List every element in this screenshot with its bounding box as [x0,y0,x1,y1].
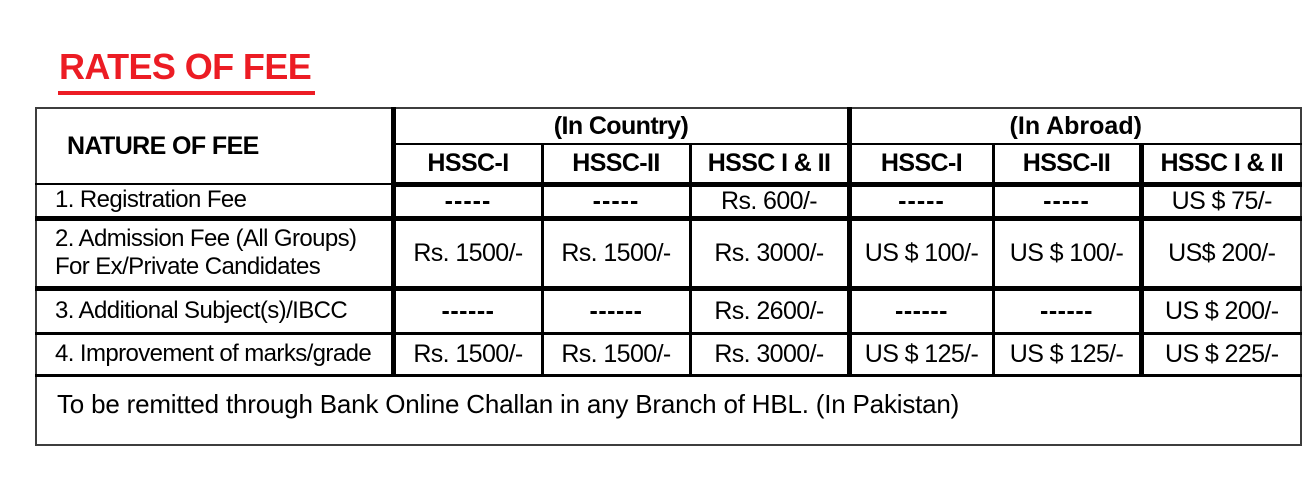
fee-value-cell: ------ [849,288,995,335]
fee-value-cell: US $ 100/- [849,218,995,291]
row-label-line-1: 2. Admission Fee (All Groups) [55,224,357,252]
nature-of-fee-header: NATURE OF FEE [36,108,396,185]
fee-value-cell: Rs. 1500/- [542,333,692,377]
remittance-note: To be remitted through Bank Online Chall… [57,388,960,419]
table-header-group-row: NATURE OF FEE (In Country) (In Abroad) [36,108,1301,185]
fee-value-cell: US $ 125/- [993,333,1144,377]
column-header-abroad-hssc-ii: HSSC-II [993,144,1144,187]
fee-value-cell: US$ 200/- [1141,218,1301,291]
fee-value-cell: US $ 125/- [849,333,995,377]
fee-value-cell: ----- [993,184,1144,221]
fee-value-cell: ------ [393,288,544,335]
page-title: RATES OF FEE [58,46,316,95]
fee-rates-table: NATURE OF FEE (In Country) (In Abroad) H… [35,107,1302,446]
fee-value-cell: Rs. 600/- [690,184,852,221]
in-abroad-group-header: (In Abroad) [849,108,1301,145]
table-row-improvement: 4. Improvement of marks/grade Rs. 1500/-… [36,333,1301,377]
column-header-abroad-hssc-i: HSSC-I [849,144,995,187]
fee-value-cell: Rs. 1500/- [393,218,544,291]
fee-value-cell: US $ 100/- [993,218,1144,291]
fee-value-cell: Rs. 1500/- [393,333,544,377]
table-row-admission-fee: 2. Admission Fee (All Groups) For Ex/Pri… [36,218,1301,291]
fee-value-cell: US $ 200/- [1141,288,1301,335]
fee-value-cell: ----- [849,184,995,221]
fee-value-cell: Rs. 1500/- [542,218,692,291]
column-header-country-hssc-i: HSSC-I [393,144,544,187]
in-country-group-header: (In Country) [393,108,852,145]
fee-value-cell: US $ 225/- [1141,333,1301,377]
fee-value-cell: US $ 75/- [1141,184,1301,221]
fee-value-cell: ----- [393,184,544,221]
row-label: 3. Additional Subject(s)/IBCC [36,288,396,335]
fee-value-cell: Rs. 3000/- [690,218,852,291]
column-header-country-hssc-ii: HSSC-II [542,144,692,187]
table-row-additional-subject: 3. Additional Subject(s)/IBCC ------ ---… [36,288,1301,335]
table-row-registration-fee: 1. Registration Fee ----- ----- Rs. 600/… [36,184,1301,221]
row-label: 2. Admission Fee (All Groups) For Ex/Pri… [36,218,396,291]
fee-value-cell: ------ [542,288,692,335]
fee-value-cell: Rs. 2600/- [690,288,852,335]
row-label: 1. Registration Fee [36,184,396,221]
fee-value-cell: Rs. 3000/- [690,333,852,377]
row-label: 4. Improvement of marks/grade [36,333,396,377]
row-label-line-2: For Ex/Private Candidates [55,253,321,280]
fee-value-cell: ----- [542,184,692,221]
table-footer-row: To be remitted through Bank Online Chall… [36,375,1301,445]
column-header-abroad-hssc-i-and-ii: HSSC I & II [1141,144,1301,187]
fee-value-cell: ------ [993,288,1144,335]
column-header-country-hssc-i-and-ii: HSSC I & II [690,144,852,187]
table-header-sub-row: HSSC-I HSSC-II HSSC I & II HSSC-I HSSC-I… [36,144,1301,187]
